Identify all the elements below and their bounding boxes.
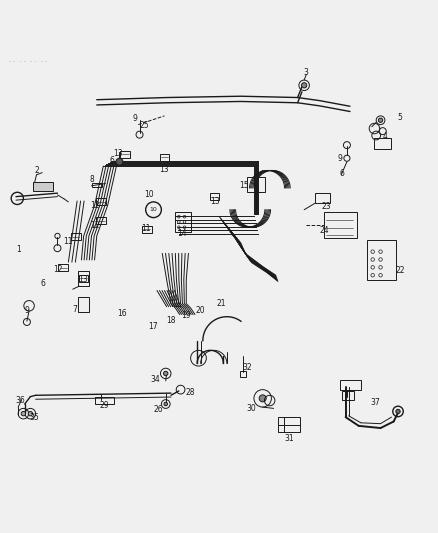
- Bar: [33, 182, 53, 191]
- Text: 31: 31: [284, 434, 293, 443]
- Bar: [96, 198, 106, 205]
- Text: 16: 16: [117, 309, 127, 318]
- Text: 4: 4: [382, 132, 387, 141]
- Bar: [175, 212, 191, 231]
- Text: 17: 17: [148, 322, 158, 331]
- Bar: [96, 217, 106, 224]
- Text: 21: 21: [216, 299, 226, 308]
- Text: 1: 1: [16, 245, 21, 254]
- Text: 37: 37: [371, 398, 380, 407]
- Bar: [324, 212, 357, 238]
- Text: 13: 13: [159, 165, 169, 174]
- Text: 9: 9: [133, 115, 138, 124]
- Circle shape: [378, 118, 383, 123]
- Bar: [78, 271, 89, 286]
- Text: 14: 14: [177, 229, 187, 238]
- Bar: [240, 372, 246, 376]
- Bar: [367, 240, 396, 280]
- Circle shape: [163, 372, 168, 376]
- Text: 13: 13: [211, 197, 220, 206]
- Text: 8: 8: [89, 175, 94, 184]
- Circle shape: [396, 409, 400, 414]
- Text: 22: 22: [396, 266, 405, 276]
- Circle shape: [259, 395, 266, 402]
- Bar: [92, 183, 102, 188]
- Text: 24: 24: [320, 226, 329, 235]
- Text: 9: 9: [25, 305, 29, 314]
- Bar: [142, 226, 152, 233]
- Bar: [71, 233, 81, 240]
- Bar: [95, 398, 114, 404]
- Text: 26: 26: [154, 405, 163, 414]
- Text: 5: 5: [398, 112, 403, 122]
- Bar: [159, 154, 169, 161]
- Text: 25: 25: [139, 122, 149, 131]
- Circle shape: [301, 83, 307, 88]
- Bar: [210, 193, 219, 200]
- Text: 13: 13: [78, 275, 88, 284]
- Text: 13: 13: [113, 149, 123, 158]
- Bar: [78, 297, 89, 312]
- Text: 15: 15: [240, 181, 249, 190]
- Text: 6: 6: [340, 169, 345, 178]
- Bar: [120, 151, 130, 158]
- Text: 35: 35: [30, 413, 39, 422]
- Text: 18: 18: [166, 316, 176, 325]
- Text: 3: 3: [304, 68, 309, 77]
- Text: 10: 10: [145, 190, 154, 199]
- Text: 34: 34: [151, 375, 161, 384]
- Bar: [79, 275, 88, 282]
- Text: 28: 28: [186, 387, 195, 397]
- Text: 32: 32: [243, 364, 252, 372]
- Text: 23: 23: [321, 202, 331, 211]
- Text: 12: 12: [90, 201, 99, 210]
- Bar: [58, 264, 68, 271]
- Circle shape: [164, 402, 167, 406]
- Bar: [247, 177, 265, 192]
- Text: 19: 19: [181, 311, 191, 320]
- Text: 20: 20: [196, 305, 205, 314]
- Bar: [278, 417, 300, 432]
- Text: 29: 29: [100, 401, 110, 410]
- Circle shape: [21, 411, 25, 416]
- Bar: [374, 138, 392, 149]
- Text: 30: 30: [247, 404, 257, 413]
- Text: 9: 9: [338, 154, 343, 163]
- Text: - -  - -  - -  - -: - - - - - - - -: [10, 59, 47, 64]
- Text: 36: 36: [15, 397, 25, 406]
- Text: 7: 7: [72, 305, 78, 314]
- Circle shape: [28, 411, 32, 416]
- Text: 11: 11: [141, 223, 150, 232]
- Text: 2: 2: [34, 166, 39, 175]
- Text: 11: 11: [64, 237, 73, 246]
- Circle shape: [116, 158, 123, 165]
- Bar: [342, 391, 354, 400]
- Text: 6: 6: [40, 279, 45, 288]
- Bar: [340, 380, 361, 390]
- Text: 10: 10: [150, 207, 157, 212]
- Text: 12: 12: [53, 265, 63, 274]
- Text: 12: 12: [90, 221, 99, 230]
- Text: 6: 6: [110, 156, 114, 165]
